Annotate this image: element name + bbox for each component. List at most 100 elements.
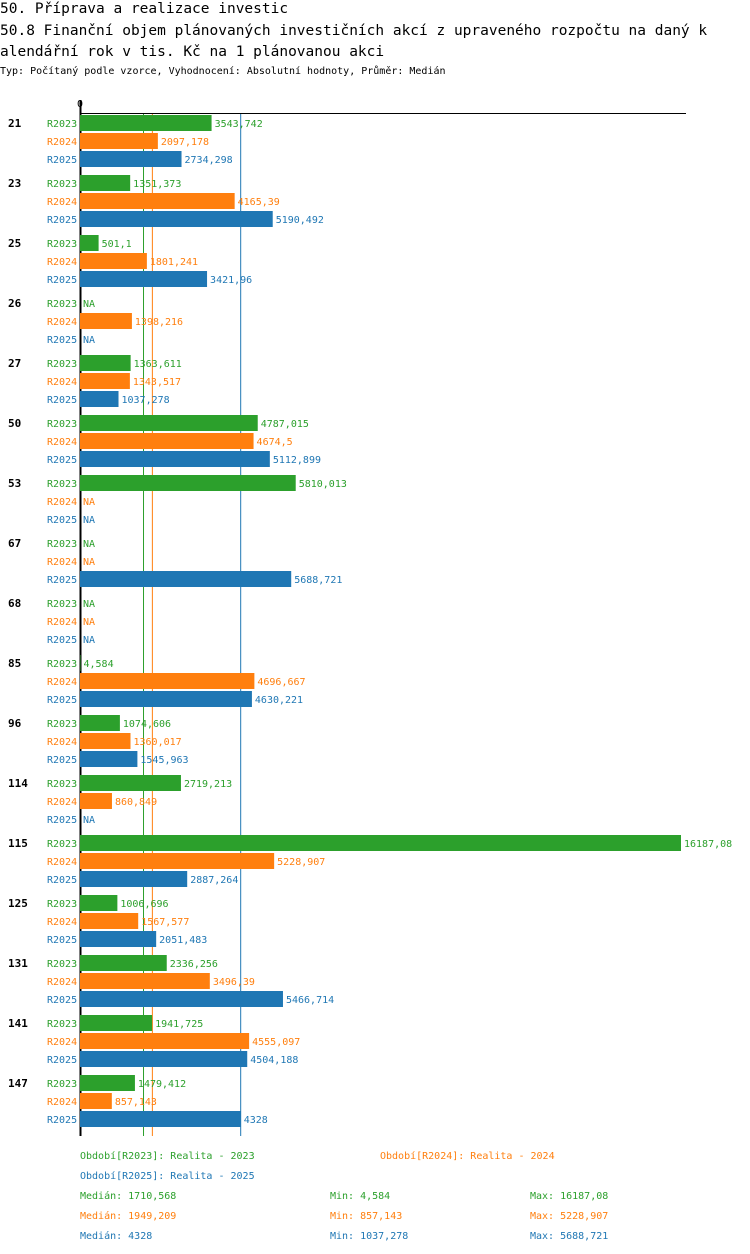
series-label-r2025: R2025 [47, 335, 77, 346]
value-label: 1545,963 [140, 755, 188, 766]
category-label: 131 [8, 957, 28, 970]
series-label-r2024: R2024 [47, 197, 77, 208]
bar-r2023 [80, 115, 212, 131]
legend-min-r2023: Min: 4,584 [330, 1191, 391, 1202]
bar-r2025 [80, 271, 208, 287]
bar-r2024 [80, 133, 158, 149]
legend-max-r2024: Max: 5228,907 [530, 1211, 609, 1222]
value-label: 860,849 [115, 797, 157, 808]
legend-median-r2025: Medián: 4328 [80, 1231, 153, 1242]
category-label: 68 [8, 597, 21, 610]
bar-r2023 [80, 415, 258, 431]
series-label-r2023: R2023 [47, 419, 77, 430]
series-label-r2023: R2023 [47, 899, 77, 910]
series-label-r2024: R2024 [47, 257, 77, 268]
value-label: 1360,017 [133, 737, 181, 748]
series-label-r2024: R2024 [47, 497, 77, 508]
value-label: 2336,256 [170, 959, 218, 970]
value-label: 2097,178 [161, 137, 209, 148]
bar-r2024 [80, 793, 112, 809]
series-label-r2023: R2023 [47, 479, 77, 490]
series-label-r2025: R2025 [47, 875, 77, 886]
series-label-r2024: R2024 [47, 1037, 77, 1048]
series-label-r2025: R2025 [47, 455, 77, 466]
series-label-r2024: R2024 [47, 317, 77, 328]
value-label: NA [83, 617, 95, 628]
value-label: 2051,483 [159, 935, 207, 946]
series-label-r2025: R2025 [47, 1115, 77, 1126]
value-label: 2719,213 [184, 779, 232, 790]
legend-min-r2024: Min: 857,143 [330, 1211, 403, 1222]
category-label: 114 [8, 777, 28, 790]
bar-r2024 [80, 733, 131, 749]
category-label: 21 [8, 117, 22, 130]
bar-r2024 [80, 253, 147, 269]
series-label-r2023: R2023 [47, 839, 77, 850]
series-label-r2024: R2024 [47, 1097, 77, 1108]
series-label-r2024: R2024 [47, 137, 77, 148]
value-label: 1351,373 [133, 179, 181, 190]
series-label-r2024: R2024 [47, 977, 77, 988]
category-label: 141 [8, 1017, 28, 1030]
category-label: 23 [8, 177, 21, 190]
value-label: NA [83, 497, 95, 508]
value-label: 5112,899 [273, 455, 321, 466]
bar-r2024 [80, 673, 255, 689]
series-label-r2024: R2024 [47, 917, 77, 928]
value-label: 5190,492 [276, 215, 324, 226]
value-label: 4787,015 [261, 419, 309, 430]
series-label-r2023: R2023 [47, 179, 77, 190]
bar-chart: 0 21 R2023 3543,742 R2024 2097,178 R2025 2734,2… [8, 99, 732, 1136]
series-label-r2024: R2024 [47, 737, 77, 748]
bar-r2023 [80, 835, 681, 851]
value-label: NA [83, 299, 95, 310]
value-label: 1006,696 [120, 899, 168, 910]
series-label-r2025: R2025 [47, 995, 77, 1006]
value-label: 4,584 [84, 659, 114, 670]
series-label-r2023: R2023 [47, 1079, 77, 1090]
series-label-r2023: R2023 [47, 239, 77, 250]
category-label: 26 [8, 297, 22, 310]
legend-median-r2023: Medián: 1710,568 [80, 1191, 177, 1202]
bar-r2024 [80, 913, 139, 929]
value-label: 4630,221 [255, 695, 303, 706]
series-label-r2025: R2025 [47, 575, 77, 586]
series-label-r2025: R2025 [47, 1055, 77, 1066]
series-label-r2023: R2023 [47, 959, 77, 970]
bar-r2025 [80, 871, 188, 887]
value-label: 1074,606 [123, 719, 171, 730]
series-label-r2023: R2023 [47, 719, 77, 730]
series-label-r2025: R2025 [47, 275, 77, 286]
bar-r2025 [80, 451, 270, 467]
series-label-r2025: R2025 [47, 935, 77, 946]
bar-r2025 [80, 751, 138, 767]
value-label: 4696,667 [257, 677, 305, 688]
value-label: 5688,721 [294, 575, 342, 586]
chart-subtitle: Typ: Počítaný podle vzorce, Vyhodnocení:… [0, 66, 446, 77]
bar-r2024 [80, 973, 210, 989]
category-label: 147 [8, 1077, 28, 1090]
legend-period-r2025: Období[R2025]: Realita - 2025 [80, 1171, 255, 1182]
bar-r2023 [80, 1075, 135, 1091]
series-label-r2023: R2023 [47, 119, 77, 130]
series-label-r2023: R2023 [47, 659, 77, 670]
series-label-r2025: R2025 [47, 395, 77, 406]
series-label-r2025: R2025 [47, 635, 77, 646]
value-label: NA [83, 557, 95, 568]
value-label: NA [83, 635, 95, 646]
value-label: 16187,08 [684, 839, 732, 850]
value-label: NA [83, 815, 95, 826]
category-label: 25 [8, 237, 21, 250]
bar-r2024 [80, 853, 275, 869]
bar-r2025 [80, 991, 283, 1007]
series-label-r2025: R2025 [47, 215, 77, 226]
value-label: 5810,013 [299, 479, 347, 490]
bar-r2023 [80, 1015, 153, 1031]
bar-r2025 [80, 571, 292, 587]
bar-r2024 [80, 1093, 112, 1109]
category-label: 125 [8, 897, 28, 910]
bar-r2025 [80, 211, 273, 227]
category-label: 53 [8, 477, 21, 490]
value-label: 4328 [244, 1115, 268, 1126]
series-label-r2025: R2025 [47, 815, 77, 826]
